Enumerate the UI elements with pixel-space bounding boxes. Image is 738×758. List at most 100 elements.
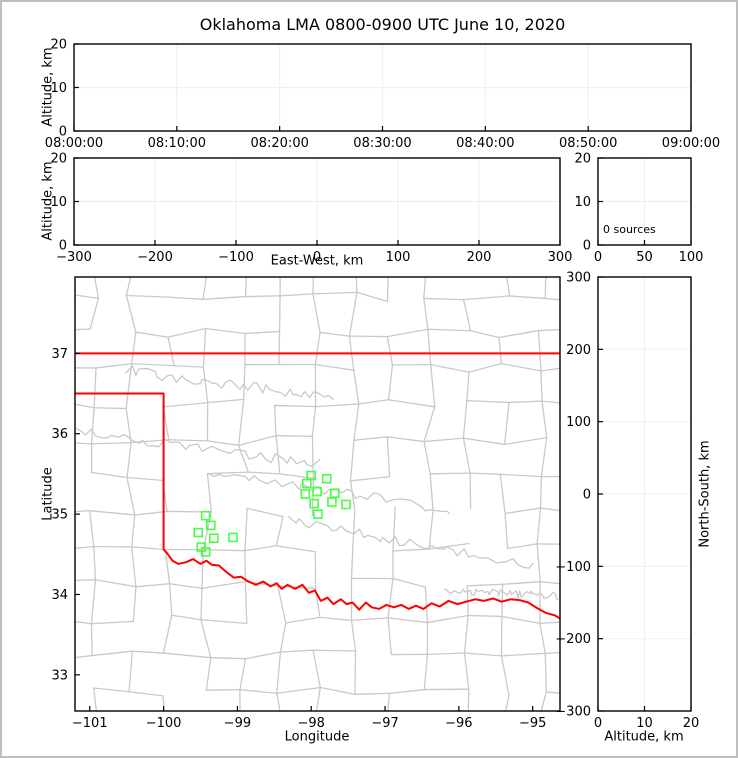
county-line xyxy=(128,691,164,697)
county-line xyxy=(353,403,360,441)
county-line xyxy=(75,620,93,625)
county-line xyxy=(462,295,511,301)
ew_height-panel-border xyxy=(73,157,561,246)
county-river-line xyxy=(75,427,321,468)
county-line xyxy=(545,691,560,694)
county-line xyxy=(462,437,471,474)
county-line xyxy=(239,689,278,694)
county-line xyxy=(91,650,134,657)
county-line xyxy=(353,436,388,441)
time_height-xtick-label: 08:00:00 xyxy=(45,136,103,151)
lma-station-marker xyxy=(300,489,311,499)
county-line xyxy=(244,651,282,660)
county-line xyxy=(540,367,560,372)
county-line xyxy=(200,619,212,659)
county-line xyxy=(498,336,503,365)
county-line xyxy=(93,545,97,581)
county-line xyxy=(424,586,429,624)
lma-station-marker xyxy=(313,509,323,519)
county-line xyxy=(90,579,97,625)
county-line xyxy=(171,614,202,621)
county-line xyxy=(276,692,281,711)
lma-station-marker xyxy=(341,499,351,510)
county-line xyxy=(244,580,248,625)
state-border-west-red-river xyxy=(75,392,560,620)
ew_height-xtick-label: −300 xyxy=(56,250,92,265)
county-line xyxy=(501,615,541,625)
county-line xyxy=(463,614,469,654)
ew_height-xtick-label: 0 xyxy=(313,250,321,265)
county-line xyxy=(386,277,389,303)
county-line xyxy=(162,614,173,654)
county-line xyxy=(537,329,542,372)
county-line xyxy=(237,444,249,473)
county-line xyxy=(53,688,58,728)
county-line xyxy=(243,364,246,401)
county-line xyxy=(423,297,429,330)
county-line xyxy=(466,583,504,587)
county-line xyxy=(164,296,204,300)
county-line xyxy=(202,366,209,404)
county-line xyxy=(130,362,175,367)
county-line xyxy=(200,587,203,621)
plan_view-xtick-label: −100 xyxy=(146,716,182,731)
plan_view-ytick-label: 37 xyxy=(51,347,68,362)
alt_histogram-xtick-label: 0 xyxy=(594,250,602,265)
county-line xyxy=(162,401,209,408)
county-line xyxy=(207,398,245,404)
county-river-line xyxy=(208,472,451,515)
county-line xyxy=(312,291,358,295)
plan_view-panel-border xyxy=(74,276,561,712)
county-line xyxy=(93,687,97,711)
county-line xyxy=(314,331,321,366)
ew_height-xtick-label: −100 xyxy=(218,250,254,265)
county-line xyxy=(202,277,208,300)
county-line xyxy=(200,619,248,625)
county-line xyxy=(544,297,560,301)
xlabel-ns-height: Altitude, km xyxy=(604,729,684,745)
county-line xyxy=(75,328,91,331)
ew_height-ytick-label: 10 xyxy=(50,195,67,210)
county-line xyxy=(278,295,281,333)
county-line xyxy=(537,328,560,332)
county-line xyxy=(498,329,540,339)
county-line xyxy=(52,619,56,660)
county-line xyxy=(319,686,356,695)
county-line xyxy=(501,583,504,618)
alt_histogram-panel-border xyxy=(597,157,692,246)
county-line xyxy=(90,623,93,657)
county-line xyxy=(167,336,175,367)
county-line xyxy=(311,477,314,517)
county-line xyxy=(285,616,321,624)
county-line xyxy=(273,404,277,437)
county-line xyxy=(392,548,430,552)
county-line xyxy=(168,583,203,590)
county-line xyxy=(427,328,472,332)
alt_histogram-ytick-label: 10 xyxy=(574,195,591,210)
lma-station-marker xyxy=(309,498,319,509)
county-line xyxy=(539,581,560,585)
ew_height-xtick-label: 100 xyxy=(386,250,411,265)
county-line xyxy=(355,277,358,294)
ew_height-ytick-label: 0 xyxy=(59,239,67,254)
county-line xyxy=(426,614,469,624)
county-line xyxy=(131,650,165,654)
county-line xyxy=(428,509,434,550)
county-line xyxy=(126,476,164,482)
county-line xyxy=(539,507,560,512)
county-line xyxy=(540,370,543,402)
county-line xyxy=(463,652,503,657)
ns_height-ytick-label: 300 xyxy=(566,271,591,286)
ew_height-ytick-label: 20 xyxy=(50,152,67,167)
plan_view-xtick-label: −97 xyxy=(371,716,398,731)
county-line xyxy=(246,507,284,518)
county-line xyxy=(128,650,134,693)
county-line xyxy=(93,407,127,410)
county-line xyxy=(275,434,314,437)
county-line xyxy=(312,277,314,295)
plan_view-xtick-label: −96 xyxy=(445,716,472,731)
county-line xyxy=(536,543,541,583)
time_height-xtick-label: 08:40:00 xyxy=(456,136,514,151)
plan_view-xtick-label: −101 xyxy=(72,716,108,731)
time_height-ytick-label: 20 xyxy=(50,38,67,53)
